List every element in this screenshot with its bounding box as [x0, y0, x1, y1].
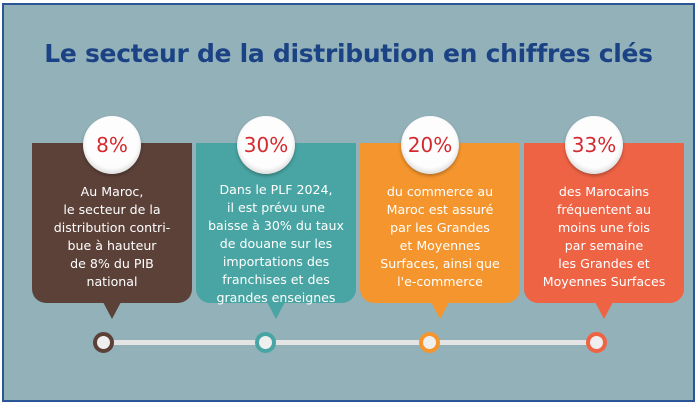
page-title: Le secteur de la distribution en chiffre…: [44, 39, 653, 68]
timeline-dot-4: [586, 332, 607, 353]
percent-badge-1: 8%: [83, 116, 141, 174]
timeline-line: [104, 340, 596, 345]
stat-description: Dans le PLF 2024, il est prévu une baiss…: [208, 182, 344, 305]
stat-description: des Marocains fréquentent au moins une f…: [542, 184, 666, 289]
stat-description: du commerce au Maroc est assuré par les …: [380, 184, 500, 289]
timeline-dot-2: [255, 332, 276, 353]
card-pointer: [595, 302, 613, 319]
card-pointer: [267, 302, 285, 319]
stat-card-30-percent: Dans le PLF 2024, il est prévu une baiss…: [196, 143, 356, 319]
percent-badge-3: 20%: [401, 116, 459, 174]
card-pointer: [431, 302, 449, 319]
percent-badge-4: 33%: [565, 116, 623, 174]
timeline-dot-1: [93, 332, 114, 353]
stat-description: Au Maroc, le secteur de la distribution …: [53, 184, 171, 289]
timeline-dot-3: [419, 332, 440, 353]
card-pointer: [103, 302, 121, 319]
percent-badge-2: 30%: [237, 116, 295, 174]
